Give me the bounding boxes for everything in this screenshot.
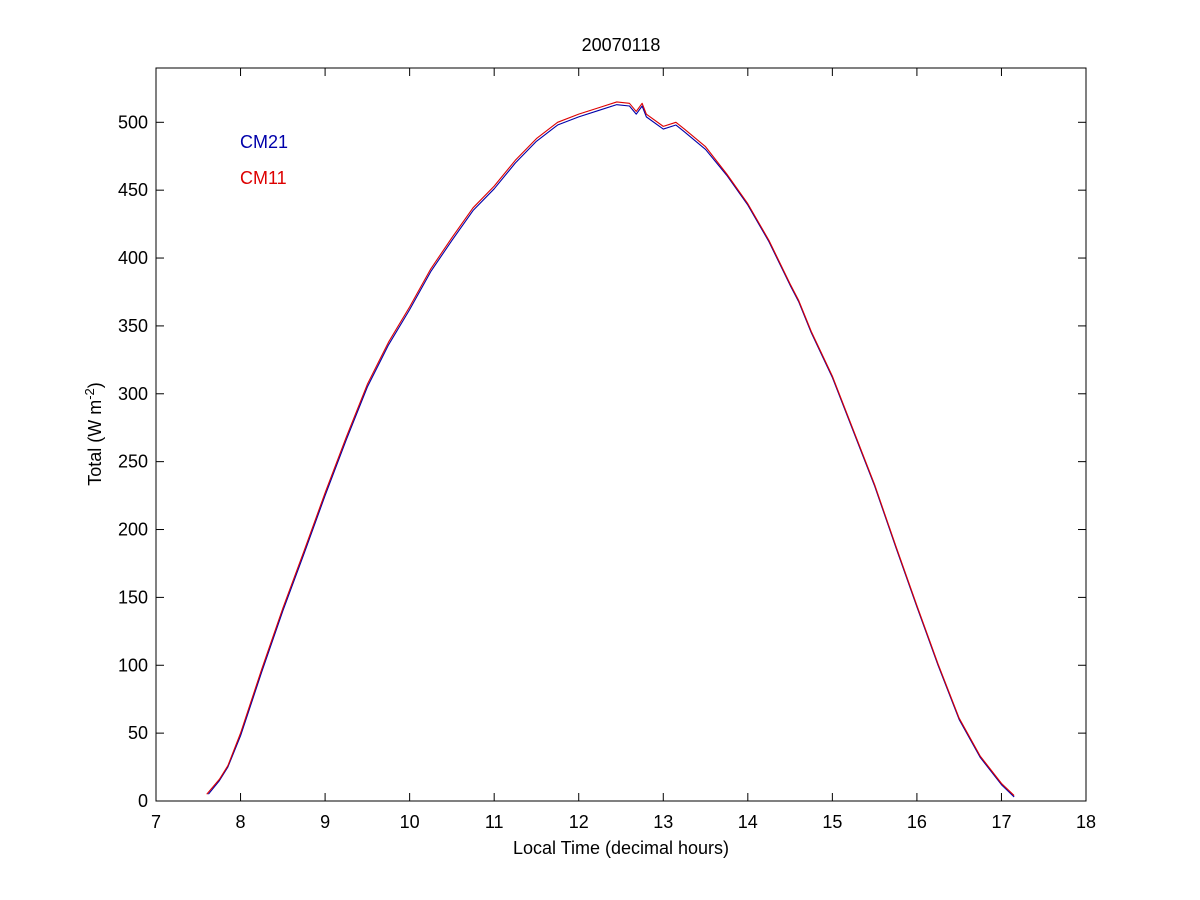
x-tick-label: 10 bbox=[400, 812, 420, 832]
legend-entry-cm21: CM21 bbox=[240, 132, 288, 152]
y-tick-label: 200 bbox=[118, 520, 148, 540]
x-tick-label: 16 bbox=[907, 812, 927, 832]
y-tick-label: 450 bbox=[118, 180, 148, 200]
legend: CM21 CM11 bbox=[240, 132, 288, 188]
chart-title: 20070118 bbox=[582, 35, 661, 55]
x-tick-label: 17 bbox=[991, 812, 1011, 832]
x-tick-label: 12 bbox=[569, 812, 589, 832]
ticks-layer: 7 8 9 10 11 12 13 14 15 16 17 18 0 50 100 150 200 250 300 3… bbox=[118, 68, 1096, 832]
y-tick-label: 100 bbox=[118, 655, 148, 675]
y-tick-label: 350 bbox=[118, 316, 148, 336]
y-tick-label: 250 bbox=[118, 452, 148, 472]
x-tick-label: 13 bbox=[653, 812, 673, 832]
plot-area bbox=[155, 67, 1087, 802]
x-tick-label: 11 bbox=[485, 812, 504, 832]
x-tick-label: 9 bbox=[320, 812, 330, 832]
y-axis-label-main: Total (W m bbox=[85, 400, 105, 486]
x-axis-label: Local Time (decimal hours) bbox=[513, 838, 729, 858]
y-tick-label: 400 bbox=[118, 248, 148, 268]
y-tick-label: 0 bbox=[138, 791, 148, 811]
y-axis-label-close: ) bbox=[85, 382, 105, 388]
x-tick-label: 18 bbox=[1076, 812, 1096, 832]
y-tick-label: 500 bbox=[118, 112, 148, 132]
y-tick-label: 150 bbox=[118, 587, 148, 607]
legend-entry-cm11: CM11 bbox=[240, 168, 287, 188]
y-tick-label: 50 bbox=[128, 723, 148, 743]
x-tick-label: 8 bbox=[236, 812, 246, 832]
series-line-cm11 bbox=[206, 101, 1015, 796]
x-tick-label: 7 bbox=[151, 812, 161, 832]
series-layer bbox=[206, 101, 1015, 798]
y-axis-label-exponent: -2 bbox=[82, 388, 97, 400]
x-tick-label: 15 bbox=[822, 812, 842, 832]
x-tick-label: 14 bbox=[738, 812, 758, 832]
y-tick-label: 300 bbox=[118, 384, 148, 404]
y-axis-label: Total (W m-2) bbox=[82, 382, 105, 486]
